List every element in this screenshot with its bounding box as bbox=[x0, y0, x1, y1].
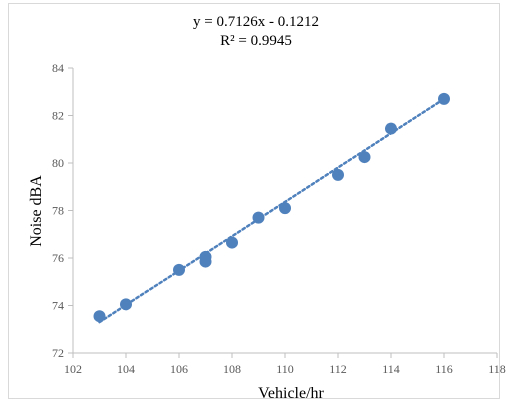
y-tick-label: 82 bbox=[52, 109, 64, 123]
y-tick-label: 72 bbox=[52, 346, 64, 360]
x-axis-label: Vehicle/hr bbox=[258, 385, 324, 402]
data-point bbox=[358, 151, 371, 164]
chart-frame bbox=[8, 3, 500, 399]
data-point bbox=[279, 202, 291, 215]
points-layer bbox=[93, 92, 450, 323]
data-point bbox=[199, 255, 212, 268]
data-point bbox=[226, 236, 238, 249]
x-tick-label: 106 bbox=[170, 362, 188, 376]
x-tick-label: 102 bbox=[64, 362, 82, 376]
axes: 102 104 106 108 110 112 114 116 118 72 74 76 78 80 82 8… bbox=[52, 61, 506, 376]
x-tick-label: 114 bbox=[382, 362, 400, 376]
y-tick-label: 78 bbox=[52, 204, 64, 218]
data-point bbox=[120, 298, 132, 311]
data-point bbox=[93, 310, 106, 323]
data-point bbox=[173, 263, 185, 276]
chart-title-r-squared: R² = 0.9945 bbox=[220, 33, 292, 49]
y-tick-label: 84 bbox=[52, 61, 64, 75]
x-tick-label: 118 bbox=[488, 362, 506, 376]
x-tick-label: 108 bbox=[223, 362, 241, 376]
data-point bbox=[252, 211, 265, 224]
x-tick-label: 104 bbox=[117, 362, 135, 376]
trendline-layer bbox=[98, 97, 446, 324]
data-point bbox=[438, 92, 450, 105]
x-tick-label: 112 bbox=[329, 362, 347, 376]
data-point bbox=[332, 168, 344, 181]
chart-title-equation: y = 0.7126x - 0.1212 bbox=[193, 14, 319, 30]
x-tick-label: 116 bbox=[435, 362, 453, 376]
y-tick-label: 74 bbox=[52, 299, 64, 313]
data-point bbox=[385, 122, 397, 135]
y-tick-label: 76 bbox=[52, 251, 64, 265]
y-tick-label: 80 bbox=[52, 156, 64, 170]
linear-trendline bbox=[98, 97, 446, 324]
x-tick-label: 110 bbox=[276, 362, 294, 376]
y-axis-label: Noise dBA bbox=[28, 175, 45, 247]
